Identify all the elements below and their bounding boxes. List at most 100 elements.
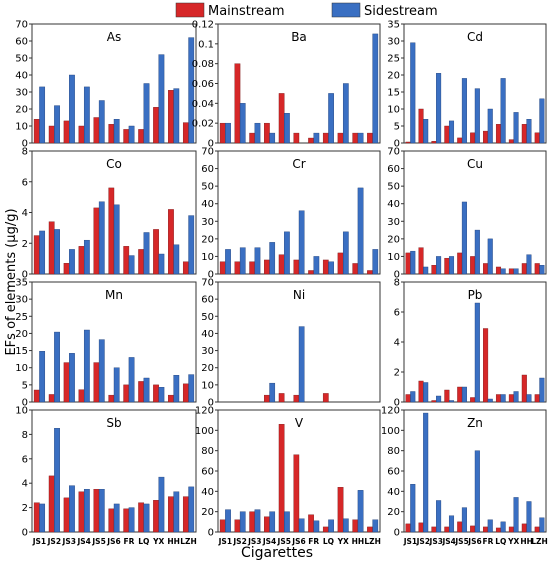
- bar-sidestream-js5: [98, 201, 105, 275]
- bar-mainstream-js4: [78, 491, 85, 533]
- y-tick-label: 15: [15, 346, 28, 357]
- y-tick-label: 40: [201, 487, 214, 498]
- y-tick-label: 30: [15, 88, 28, 99]
- bar-mainstream-js6: [293, 132, 300, 144]
- bar-sidestream-js6: [113, 118, 120, 144]
- panel-ni: 0 10 20 30 40 50 60 70 Ni: [201, 278, 381, 409]
- bar-sidestream-js4: [83, 329, 90, 403]
- bar-sidestream-js3: [436, 395, 442, 403]
- bar-mainstream-js4: [264, 516, 270, 533]
- y-tick-label: 60: [201, 467, 214, 478]
- bar-sidestream-js6: [474, 450, 480, 533]
- bar-sidestream-js5: [284, 113, 290, 144]
- bar-mainstream-hh: [521, 263, 527, 275]
- bar-mainstream-js2: [48, 221, 55, 275]
- y-tick-label: 0: [208, 528, 214, 539]
- y-tick-label: 0.04: [192, 99, 214, 110]
- y-tick-label: 5: [394, 122, 400, 133]
- x-tick-label-fr: FR: [308, 537, 319, 546]
- bar-mainstream-lzh: [182, 383, 189, 403]
- panel-title-cr: Cr: [292, 157, 305, 171]
- bar-mainstream-js6: [108, 124, 115, 144]
- bar-mainstream-js6: [293, 454, 300, 533]
- bar-sidestream-fr: [487, 238, 493, 275]
- bar-mainstream-js1: [405, 252, 411, 275]
- y-tick-label: 0.12: [192, 20, 214, 31]
- bar-mainstream-js6: [108, 508, 115, 533]
- y-tick-label: 0: [394, 139, 400, 150]
- bar-mainstream-hh: [352, 263, 359, 275]
- bar-mainstream-js2: [418, 247, 424, 275]
- bar-mainstream-fr: [483, 526, 489, 533]
- bar-sidestream-yx: [513, 112, 519, 144]
- bar-sidestream-yx: [158, 253, 165, 275]
- x-tick-label-js6: JS6: [291, 537, 305, 546]
- x-tick-label-js4: JS4: [76, 537, 90, 546]
- bar-sidestream-js2: [54, 331, 60, 403]
- bar-sidestream-js4: [269, 382, 276, 403]
- bar-mainstream-lzh: [367, 132, 373, 144]
- bar-sidestream-hh: [173, 88, 180, 144]
- y-tick-label: 2: [394, 368, 400, 379]
- bar-sidestream-fr: [128, 255, 135, 275]
- bar-sidestream-lzh: [372, 249, 379, 275]
- bar-sidestream-lq: [500, 521, 506, 533]
- bar-mainstream-js4: [78, 125, 85, 144]
- bar-sidestream-hh: [357, 132, 364, 144]
- y-tick-label: 25: [15, 312, 28, 323]
- y-tick-label: 6: [22, 454, 28, 465]
- x-axis-label: Cigarettes: [241, 545, 313, 561]
- bar-mainstream-yx: [337, 132, 344, 144]
- bar-mainstream-lq: [495, 394, 502, 403]
- bar-sidestream-lq: [328, 93, 334, 144]
- bar-sidestream-js6: [474, 302, 480, 403]
- bar-sidestream-js5: [284, 231, 290, 275]
- y-tick-label: 30: [387, 217, 400, 228]
- bar-sidestream-js4: [448, 515, 455, 533]
- y-tick-label: 20: [387, 71, 400, 82]
- bar-sidestream-js2: [423, 118, 429, 144]
- legend-swatch-mainstream: [175, 2, 205, 18]
- bar-mainstream-js2: [418, 108, 424, 144]
- bar-sidestream-js2: [54, 229, 60, 275]
- bar-mainstream-js6: [108, 394, 115, 403]
- x-tick-label-hh: HH: [520, 537, 533, 546]
- legend-label-sidestream: Sidestream: [364, 4, 438, 19]
- bar-mainstream-js1: [405, 523, 411, 533]
- bar-mainstream-js1: [219, 261, 226, 275]
- bar-sidestream-hh: [357, 490, 364, 533]
- bar-mainstream-js1: [405, 141, 411, 144]
- y-tick-label: 100: [381, 426, 400, 437]
- bar-sidestream-js1: [39, 230, 46, 275]
- bar-sidestream-js2: [423, 412, 429, 533]
- bar-mainstream-js2: [48, 394, 55, 403]
- x-tick-label-js3: JS3: [62, 537, 76, 546]
- bar-mainstream-fr: [123, 508, 130, 533]
- bar-sidestream-js5: [284, 511, 290, 533]
- bar-mainstream-js5: [278, 424, 285, 533]
- bar-mainstream-js3: [63, 362, 70, 403]
- y-tick-label: 0: [394, 398, 400, 409]
- y-tick-label: 30: [387, 37, 400, 48]
- y-tick-label: 8: [394, 278, 400, 289]
- bar-mainstream-hh: [352, 519, 359, 533]
- panel-title-ni: Ni: [293, 288, 305, 302]
- bar-sidestream-js1: [225, 249, 231, 275]
- bar-sidestream-js2: [54, 105, 60, 144]
- y-tick-label: 60: [387, 164, 400, 175]
- bar-sidestream-js2: [239, 247, 246, 275]
- bar-mainstream-fr: [123, 129, 130, 144]
- bar-mainstream-hh: [168, 209, 174, 275]
- x-tick-label-js1: JS1: [403, 537, 417, 546]
- bar-mainstream-js3: [431, 265, 437, 275]
- bar-sidestream-js1: [39, 86, 46, 144]
- bar-mainstream-js3: [249, 132, 256, 144]
- bar-mainstream-yx: [508, 268, 514, 275]
- bar-sidestream-hh: [173, 244, 180, 275]
- bar-sidestream-lzh: [188, 37, 195, 144]
- bar-sidestream-js6: [298, 518, 305, 533]
- bar-mainstream-js2: [234, 519, 241, 533]
- bar-mainstream-fr: [123, 246, 130, 275]
- bar-mainstream-yx: [153, 384, 159, 403]
